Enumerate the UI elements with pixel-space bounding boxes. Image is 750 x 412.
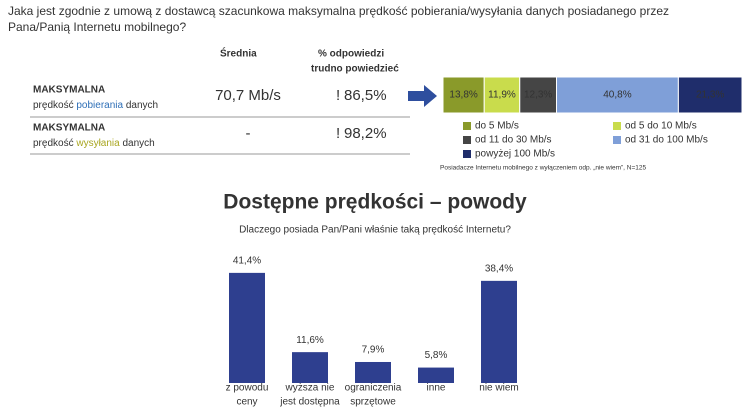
row-sublabel-part: wysyłania xyxy=(75,138,120,149)
mean-value: 70,7 Mb/s xyxy=(215,87,281,104)
row-sublabel-part: danych xyxy=(123,100,158,111)
legend-swatch xyxy=(613,136,621,144)
value-label: 7,9% xyxy=(362,345,385,356)
bar xyxy=(229,272,265,383)
x-tick-label: jest dostępna xyxy=(279,397,340,408)
chart-title: Dostępne prędkości – powody xyxy=(223,191,527,214)
legend-label: od 31 do 100 Mb/s xyxy=(625,135,708,146)
value-label: 41,4% xyxy=(233,256,261,267)
legend-swatch xyxy=(463,122,471,130)
value-label: 11,9% xyxy=(488,90,516,101)
x-tick-label: sprzętowe xyxy=(350,397,396,408)
arrow xyxy=(408,85,437,107)
bar xyxy=(418,367,454,383)
bar-segment xyxy=(519,76,558,114)
x-tick-label: ograniczenia xyxy=(345,383,402,394)
legend-label: do 5 Mb/s xyxy=(475,121,519,132)
row-sublabel-part: prędkość xyxy=(33,100,76,111)
value-label: 38,4% xyxy=(485,263,513,274)
legend-swatch xyxy=(613,122,621,130)
x-tick-label: wyższa nie xyxy=(285,383,335,394)
question: Pana/Panią Internetu mobilnego? xyxy=(8,20,186,34)
bar xyxy=(355,361,391,383)
legend-label: od 5 do 10 Mb/s xyxy=(625,121,697,132)
value-label: 13,8% xyxy=(449,90,477,101)
row-sublabel-part: pobierania xyxy=(76,100,123,111)
x-tick-label: z powodu xyxy=(226,383,269,394)
row-sublabel-part: danych xyxy=(120,138,155,149)
note: Posiadacze Internetu mobilnego z wyłącze… xyxy=(440,165,647,172)
bar-segment xyxy=(677,76,743,114)
hard-value: 86,5% xyxy=(344,87,387,104)
row-label: MAKSYMALNA xyxy=(33,85,105,96)
flag: ! xyxy=(336,87,340,104)
value-label: 40,8% xyxy=(603,90,631,101)
chart-subtitle: Dlaczego posiada Pan/Pani właśnie taką p… xyxy=(239,225,511,236)
legend-label: powyżej 100 Mb/s xyxy=(475,149,555,160)
row-sublabel-part: prędkość xyxy=(33,138,76,149)
legend-label: od 11 do 30 Mb/s xyxy=(475,135,552,146)
column-header: Średnia xyxy=(220,47,257,60)
x-tick-label: inne xyxy=(427,383,446,394)
row-sublabel: prędkość pobierania danych xyxy=(33,100,158,111)
question: Jaka jest zgodnie z umową z dostawcą sza… xyxy=(8,4,669,18)
bar xyxy=(481,280,517,383)
mean-value: - xyxy=(246,125,251,142)
x-tick-label: ceny xyxy=(236,397,257,408)
value-label: 11,6% xyxy=(296,335,324,346)
legend-swatch xyxy=(463,136,471,144)
row-label: MAKSYMALNA xyxy=(33,123,105,134)
value-label: 21,3% xyxy=(696,90,724,101)
column-header: % odpowiedzi xyxy=(318,49,384,60)
bar xyxy=(292,352,328,383)
bar-segment xyxy=(556,76,679,114)
row-sublabel: prędkość wysyłania danych xyxy=(33,138,155,149)
value-label: 12,3% xyxy=(524,90,552,101)
column-header: trudno powiedzieć xyxy=(311,64,399,75)
hard-value: 98,2% xyxy=(344,125,387,142)
flag: ! xyxy=(336,125,340,142)
legend-swatch xyxy=(463,150,471,158)
x-tick-label: nie wiem xyxy=(479,383,518,394)
value-label: 5,8% xyxy=(425,350,448,361)
